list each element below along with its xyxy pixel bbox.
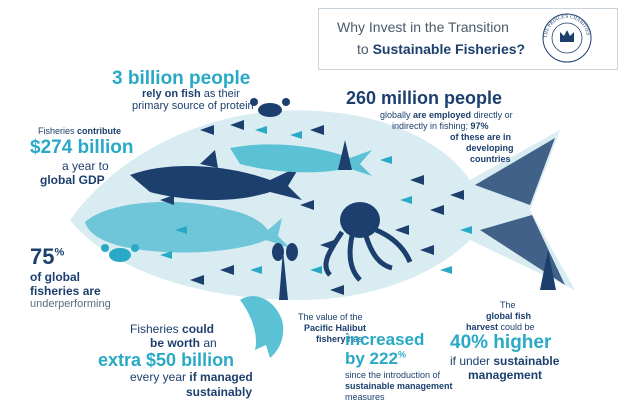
stat-260-line-3: of these are in [450,132,512,142]
stat-gdp-line-2: a year to [62,159,109,173]
stat-3-billion-bold: rely on fish [142,88,201,100]
stat-75-unit: % [54,246,65,259]
title-box: Why Invest in the Transition to Sustaina… [318,8,618,70]
stat-260-line-2: indirectly in fishing; 97% [392,121,489,132]
stat-260-l1-bold: are employed [413,110,472,120]
stat-75-line-2: fisheries are [30,284,101,298]
stat-gdp-amount: $274 billion [30,137,134,158]
stat-3-billion-line-2: primary source of protein [132,100,254,112]
stat-50b-amount: extra $50 billion [98,350,235,370]
stat-50b-line-1: Fisheries could [130,322,214,336]
stat-halibut-l3-rest: has [345,334,363,344]
stat-50b-l2-rest: an [200,336,217,350]
stat-gdp-intro: Fisheries contribute [38,126,121,137]
stat-harvest-line-3: harvest could be [466,322,535,333]
stat-75-value: 75 [30,244,55,269]
stat-gdp-intro-prefix: Fisheries [38,126,78,136]
stat-75-line-3: underperforming [30,298,111,310]
stat-50b-l1-bold: could [182,322,215,336]
stat-50b-line-4: every year if managed [130,370,253,384]
crab-icon-left [101,244,139,262]
stat-75-line-1: of global [30,270,80,284]
stat-260-line-4: developing [466,143,514,153]
stat-harvest-line-6: management [468,368,543,382]
stat-260-line-5: countries [470,154,511,164]
stat-increased-word: increased [345,330,425,349]
stat-harvest-l3-bold: harvest [466,322,499,332]
stat-harvest-amount: 40% higher [450,332,552,353]
stat-gdp-intro-bold: contribute [77,126,122,136]
stat-increased-line-2: sustainable management [345,381,453,391]
stat-halibut-line-3: fishery has [316,334,363,345]
dolphin-icon [240,296,284,358]
stat-increased-by: by 222% [345,349,406,369]
stat-3-billion-line-1: rely on fish as their [142,88,240,101]
stat-gdp-line-3: global GDP [40,173,105,187]
stat-halibut-l3-bold: fishery [316,334,346,344]
stat-3-billion-headline: 3 billion people [112,68,251,89]
stat-increased-line-3: measures [345,392,385,402]
stat-50b-l4-prefix: every year [130,370,190,384]
stat-3-billion-rest: as their [200,88,240,100]
crab-icon-top [250,98,290,117]
lobster-icon [272,243,298,300]
princes-charities-seal: THE PRINCE'S CHARITIES [542,13,592,63]
stat-260-l2-bold: 97% [470,121,489,131]
stat-50b-l2-bold: be worth [150,336,200,350]
stat-50b-line-5: sustainably [186,385,253,399]
fish-tail [475,138,565,285]
stat-increased-pct: % [397,349,406,360]
stat-harvest-l5-prefix: if under [450,354,494,368]
stat-260-l2-prefix: indirectly in fishing; [392,121,471,131]
title-line-2-bold: Sustainable Fisheries? [372,41,526,57]
stat-harvest-l5-bold: sustainable [493,354,560,368]
stat-harvest-line-2: global fish [486,311,531,321]
stat-50b-line-2: be worth an [150,336,217,350]
stat-harvest-line-5: if under sustainable [450,354,559,368]
stat-halibut-line-1: The value of the [298,312,363,322]
stat-260-l1-prefix: globally [380,110,414,120]
stat-260-line-1: globally are employed directly or [380,110,513,121]
stat-260-million-headline: 260 million people [346,88,503,108]
stat-50b-l1-prefix: Fisheries [130,322,183,336]
stat-75-number: 75% [30,244,64,270]
octopus-icon [323,202,413,282]
whale-icon [85,201,290,253]
shark-icon [130,150,302,200]
squid-icon-right [540,250,556,290]
title-line-2-prefix: to [357,41,373,57]
fish-silhouette-outline [70,110,575,301]
shark-icon-top [230,144,372,176]
stat-260-l1-rest: directly or [471,110,513,120]
stat-harvest-l3-rest: could be [498,322,535,332]
stat-increased-line-1: since the introduction of [345,370,441,380]
squid-icon [338,140,352,170]
title-line-2: to Sustainable Fisheries? [357,41,525,57]
stat-harvest-line-1: The [500,300,516,310]
title-line-1: Why Invest in the Transition [337,19,509,35]
stat-halibut-line-2: Pacific Halibut [304,323,367,333]
stat-50b-l4-bold: if managed [189,370,253,384]
stat-increased-value: by 222 [345,349,398,368]
small-fish-school [160,120,472,295]
